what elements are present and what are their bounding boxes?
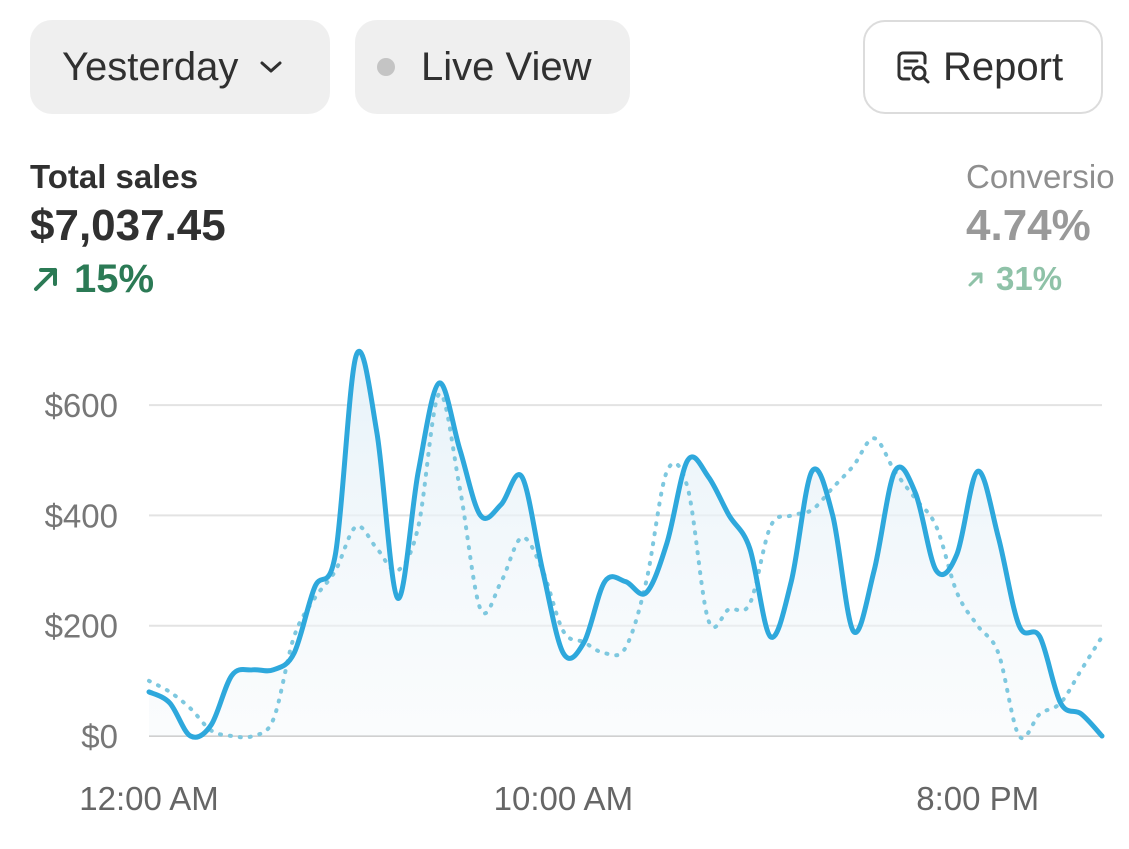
- metric-delta-value: 31%: [996, 260, 1063, 297]
- metric-label: Total sales: [30, 158, 199, 195]
- y-tick-label: $200: [45, 608, 118, 645]
- sales-series-line: [146, 349, 1105, 740]
- chevron-down-icon: [258, 59, 284, 75]
- live-view-label: Live View: [421, 44, 592, 89]
- comparison-series-line: [147, 392, 1104, 741]
- x-tick-label: 10:00 AM: [494, 780, 633, 817]
- x-tick-label: 8:00 PM: [916, 780, 1039, 817]
- report-button[interactable]: Report: [863, 20, 1103, 114]
- report-search-icon: [895, 49, 931, 85]
- date-range-label: Yesterday: [62, 44, 239, 89]
- y-tick-label: $0: [81, 718, 118, 755]
- metric-delta: 31%: [966, 253, 1115, 305]
- sales-line-chart[interactable]: $0 $200 $400 $600 12:00 AM 10:00 AM 8:00 PM: [0, 330, 1129, 849]
- date-range-selector[interactable]: Yesterday: [30, 20, 330, 114]
- metric-delta-value: 15%: [74, 257, 155, 301]
- x-tick-label: 12:00 AM: [79, 780, 218, 817]
- metric-delta: 15%: [30, 253, 226, 305]
- report-label: Report: [943, 44, 1064, 89]
- metric-label: Conversio: [966, 158, 1115, 195]
- metric-value: 4.74%: [966, 201, 1091, 250]
- metric-total-sales[interactable]: Total sales $7,037.45 15%: [30, 155, 226, 305]
- live-view-button[interactable]: Live View: [355, 20, 630, 114]
- metric-value: $7,037.45: [30, 201, 226, 250]
- status-dot-icon: [377, 58, 395, 76]
- y-tick-label: $600: [45, 387, 118, 424]
- arrow-up-right-icon: [30, 263, 62, 295]
- series-area-fill: [149, 351, 1102, 738]
- y-tick-label: $400: [45, 497, 118, 534]
- arrow-up-right-icon: [966, 269, 986, 289]
- metric-conversion[interactable]: Conversio 4.74% 31%: [966, 155, 1115, 305]
